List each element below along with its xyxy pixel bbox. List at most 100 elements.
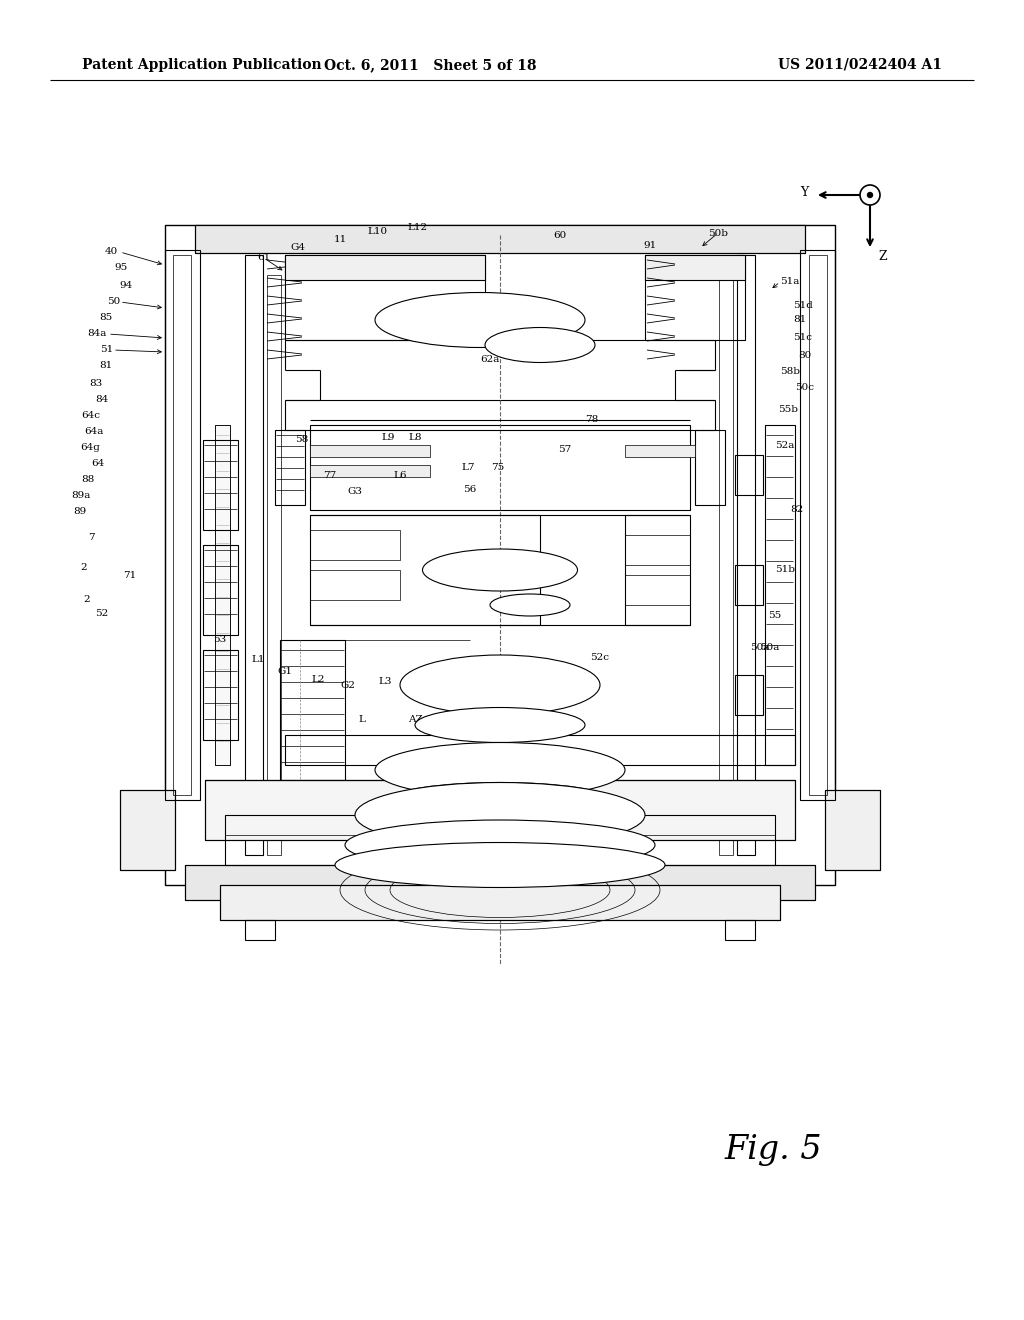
Text: 59: 59 [549, 305, 561, 314]
Text: 82: 82 [790, 506, 803, 515]
Ellipse shape [375, 742, 625, 797]
Bar [225, 814, 775, 865]
Bar [195, 224, 805, 253]
Bar [173, 255, 191, 795]
Bar [737, 255, 755, 855]
Bar [725, 920, 755, 940]
Bar [645, 255, 745, 280]
Ellipse shape [423, 549, 578, 591]
Bar [165, 224, 835, 884]
Circle shape [867, 193, 872, 198]
Bar [625, 576, 690, 605]
Text: 84: 84 [95, 395, 108, 404]
Ellipse shape [485, 327, 595, 363]
Bar [285, 255, 485, 280]
Text: 64a: 64a [85, 426, 104, 436]
Text: Z: Z [878, 251, 887, 264]
Bar [120, 789, 175, 870]
Text: 89a: 89a [72, 491, 91, 499]
Bar [220, 884, 780, 920]
Text: 55: 55 [768, 610, 781, 619]
Text: 40: 40 [104, 248, 118, 256]
Bar [220, 884, 780, 920]
Text: L: L [358, 715, 366, 725]
Text: Fig. 5: Fig. 5 [725, 1134, 822, 1166]
Text: 60: 60 [553, 231, 566, 239]
Text: 94: 94 [120, 281, 133, 289]
Text: 52a: 52a [775, 441, 795, 450]
Ellipse shape [335, 842, 665, 887]
Text: 57: 57 [558, 446, 571, 454]
Text: 51d: 51d [793, 301, 813, 309]
Ellipse shape [345, 820, 655, 870]
Text: 51a: 51a [780, 277, 800, 286]
Text: 61: 61 [257, 253, 270, 263]
Text: 11: 11 [334, 235, 347, 244]
Text: 95: 95 [115, 264, 128, 272]
Text: 54: 54 [557, 665, 570, 675]
Text: 53: 53 [213, 635, 226, 644]
Text: 51b: 51b [775, 565, 795, 574]
Text: 50a: 50a [760, 644, 779, 652]
Ellipse shape [490, 594, 570, 616]
Text: L12: L12 [408, 223, 428, 232]
Text: 55b: 55b [778, 405, 798, 414]
Text: 64: 64 [91, 458, 104, 467]
Bar [310, 445, 430, 457]
Text: 52c: 52c [591, 653, 609, 663]
Text: 58b: 58b [780, 367, 800, 376]
Text: L9: L9 [381, 433, 394, 442]
Bar [625, 445, 695, 457]
Text: L3: L3 [378, 677, 392, 686]
Text: 89: 89 [74, 507, 87, 516]
Text: 51c: 51c [793, 334, 812, 342]
Bar [280, 640, 345, 780]
Text: 51: 51 [99, 346, 113, 355]
Bar [800, 249, 835, 800]
Text: 71: 71 [123, 570, 136, 579]
Ellipse shape [415, 708, 585, 742]
Bar [245, 920, 275, 940]
Text: AZ: AZ [408, 715, 422, 725]
Bar [203, 545, 238, 635]
Text: 91: 91 [643, 240, 656, 249]
Text: G4: G4 [291, 243, 305, 252]
Bar [267, 275, 281, 855]
Text: G3: G3 [347, 487, 362, 496]
Bar [765, 425, 795, 766]
Text: L5: L5 [463, 681, 477, 689]
Bar [825, 789, 880, 870]
Text: 64c: 64c [81, 411, 100, 420]
Text: US 2011/0242404 A1: US 2011/0242404 A1 [778, 58, 942, 73]
Text: 58: 58 [295, 436, 308, 445]
Bar [275, 430, 305, 506]
Bar [185, 865, 815, 900]
Text: G2: G2 [341, 681, 355, 689]
Text: 56: 56 [464, 486, 476, 495]
Text: L2: L2 [311, 676, 325, 685]
Bar [695, 430, 725, 506]
Text: 77: 77 [324, 470, 337, 479]
Text: 50b: 50b [708, 228, 728, 238]
Bar [809, 255, 827, 795]
Ellipse shape [355, 783, 645, 847]
Ellipse shape [400, 655, 600, 715]
Text: 75: 75 [492, 463, 505, 473]
Text: G1: G1 [278, 668, 293, 676]
Text: L7: L7 [461, 463, 475, 473]
Bar [310, 515, 540, 624]
Bar [735, 455, 763, 495]
Bar [203, 649, 238, 741]
Text: 64g: 64g [80, 442, 100, 451]
Bar [310, 570, 400, 601]
Bar [285, 255, 485, 341]
Text: 50c: 50c [795, 384, 814, 392]
Bar [195, 224, 805, 253]
Bar [310, 465, 430, 477]
Circle shape [860, 185, 880, 205]
Bar [165, 249, 200, 800]
Text: 52: 52 [95, 609, 108, 618]
Text: 80: 80 [798, 351, 811, 360]
Text: 50a: 50a [751, 644, 770, 652]
Text: Y: Y [800, 186, 808, 198]
